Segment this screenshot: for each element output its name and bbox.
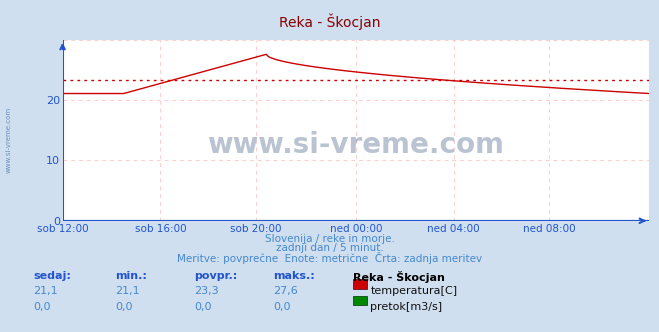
Text: Reka - Škocjan: Reka - Škocjan — [279, 13, 380, 30]
Text: 0,0: 0,0 — [33, 302, 51, 312]
Text: sedaj:: sedaj: — [33, 271, 71, 281]
Text: 0,0: 0,0 — [273, 302, 291, 312]
Text: www.si-vreme.com: www.si-vreme.com — [208, 131, 504, 159]
Text: www.si-vreme.com: www.si-vreme.com — [5, 106, 11, 173]
Text: Meritve: povprečne  Enote: metrične  Črta: zadnja meritev: Meritve: povprečne Enote: metrične Črta:… — [177, 252, 482, 264]
Text: temperatura[C]: temperatura[C] — [370, 286, 457, 295]
Text: 23,3: 23,3 — [194, 286, 219, 295]
Text: povpr.:: povpr.: — [194, 271, 238, 281]
Text: zadnji dan / 5 minut.: zadnji dan / 5 minut. — [275, 243, 384, 253]
Text: maks.:: maks.: — [273, 271, 315, 281]
Text: pretok[m3/s]: pretok[m3/s] — [370, 302, 442, 312]
Text: 0,0: 0,0 — [194, 302, 212, 312]
Text: 21,1: 21,1 — [115, 286, 140, 295]
Text: 21,1: 21,1 — [33, 286, 57, 295]
Text: 0,0: 0,0 — [115, 302, 133, 312]
Text: Reka - Škocjan: Reka - Škocjan — [353, 271, 444, 283]
Text: 27,6: 27,6 — [273, 286, 299, 295]
Text: min.:: min.: — [115, 271, 147, 281]
Text: Slovenija / reke in morje.: Slovenija / reke in morje. — [264, 234, 395, 244]
